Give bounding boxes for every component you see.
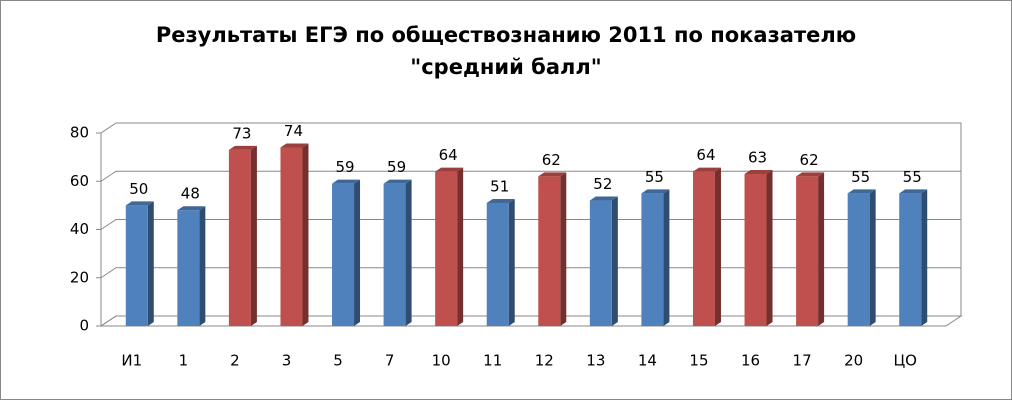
bar-side bbox=[405, 179, 412, 326]
value-label: 59 bbox=[335, 158, 354, 176]
value-label: 64 bbox=[696, 146, 715, 164]
y-tick-label: 0 bbox=[79, 317, 89, 335]
bar-top bbox=[125, 201, 154, 206]
bar-side bbox=[663, 189, 670, 326]
bar-side bbox=[250, 145, 257, 326]
bar-top bbox=[589, 196, 618, 201]
y-tick-label: 60 bbox=[70, 172, 89, 190]
grid-line bbox=[100, 267, 961, 279]
x-tick-label: 10 bbox=[432, 352, 451, 370]
y-tick-label: 40 bbox=[70, 220, 89, 238]
bar-top bbox=[486, 198, 515, 203]
x-tick-label: 7 bbox=[385, 352, 395, 370]
bar-side bbox=[354, 179, 361, 326]
value-label: 63 bbox=[748, 149, 767, 167]
bar-side bbox=[921, 189, 928, 326]
bar bbox=[796, 176, 819, 326]
bar bbox=[538, 176, 561, 326]
bar-top bbox=[177, 206, 206, 211]
bar-side bbox=[766, 170, 773, 326]
bar-top bbox=[692, 167, 721, 172]
x-tick-label: 12 bbox=[535, 352, 554, 370]
bar bbox=[744, 174, 767, 326]
x-tick-label: 11 bbox=[483, 352, 502, 370]
bar bbox=[847, 193, 870, 326]
bar bbox=[692, 171, 715, 326]
bar bbox=[486, 202, 509, 326]
bar-top bbox=[744, 170, 773, 175]
grid-line bbox=[100, 219, 961, 230]
value-label: 48 bbox=[181, 185, 200, 203]
bar-side bbox=[818, 172, 825, 326]
bar bbox=[177, 210, 200, 326]
x-tick-label: 13 bbox=[586, 352, 605, 370]
bar-side bbox=[869, 189, 876, 326]
bar bbox=[332, 183, 355, 326]
y-tick-label: 20 bbox=[70, 268, 89, 286]
bar bbox=[280, 147, 303, 326]
x-tick-label: 15 bbox=[689, 352, 708, 370]
x-tick-label: 17 bbox=[793, 352, 812, 370]
x-tick-label: 5 bbox=[333, 352, 343, 370]
value-label: 64 bbox=[439, 146, 458, 164]
bar-top bbox=[435, 167, 464, 172]
x-tick-label: 16 bbox=[741, 352, 760, 370]
value-label: 55 bbox=[903, 168, 922, 186]
value-label: 59 bbox=[387, 158, 406, 176]
bar-top bbox=[899, 189, 928, 194]
bar-top bbox=[847, 189, 876, 194]
x-tick-label: 20 bbox=[844, 352, 863, 370]
bar-side bbox=[302, 143, 309, 326]
bar-top bbox=[228, 145, 257, 150]
value-label: 50 bbox=[129, 180, 148, 198]
bar-side bbox=[508, 198, 515, 326]
bar-side bbox=[560, 172, 567, 326]
bar bbox=[228, 149, 251, 326]
value-label: 52 bbox=[593, 175, 612, 193]
value-label: 55 bbox=[851, 168, 870, 186]
value-label: 51 bbox=[490, 177, 509, 195]
grid-line bbox=[100, 170, 961, 182]
value-label: 62 bbox=[542, 151, 561, 169]
bar bbox=[641, 193, 664, 326]
x-tick-label: 14 bbox=[638, 352, 657, 370]
bar bbox=[125, 205, 148, 326]
bar-top bbox=[280, 143, 309, 148]
bar-top bbox=[641, 189, 670, 194]
bar bbox=[899, 193, 922, 326]
value-label: 62 bbox=[800, 151, 819, 169]
bar-top bbox=[383, 179, 412, 184]
value-label: 55 bbox=[645, 168, 664, 186]
value-label: 74 bbox=[284, 122, 303, 140]
bar-side bbox=[611, 196, 618, 326]
x-tick-label: 2 bbox=[230, 352, 240, 370]
grid-line bbox=[100, 122, 961, 134]
x-tick-label: ЦО bbox=[893, 352, 916, 370]
chart-title: Результаты ЕГЭ по обществознанию 2011 по… bbox=[155, 23, 857, 79]
x-tick-label: 1 bbox=[179, 352, 189, 370]
bar-side bbox=[199, 206, 206, 326]
bar bbox=[383, 183, 406, 326]
y-tick-label: 80 bbox=[70, 124, 89, 142]
x-tick-label: 3 bbox=[282, 352, 292, 370]
bar bbox=[589, 200, 612, 326]
value-label: 73 bbox=[232, 124, 251, 142]
bar-side bbox=[147, 201, 154, 326]
bar-side bbox=[457, 167, 464, 326]
bar-top bbox=[796, 172, 825, 177]
bar-top bbox=[332, 179, 361, 184]
bar-top bbox=[538, 172, 567, 177]
bar bbox=[435, 171, 458, 326]
grid-line bbox=[100, 315, 961, 327]
bar-side bbox=[714, 167, 721, 326]
x-tick-label: И1 bbox=[121, 352, 142, 370]
